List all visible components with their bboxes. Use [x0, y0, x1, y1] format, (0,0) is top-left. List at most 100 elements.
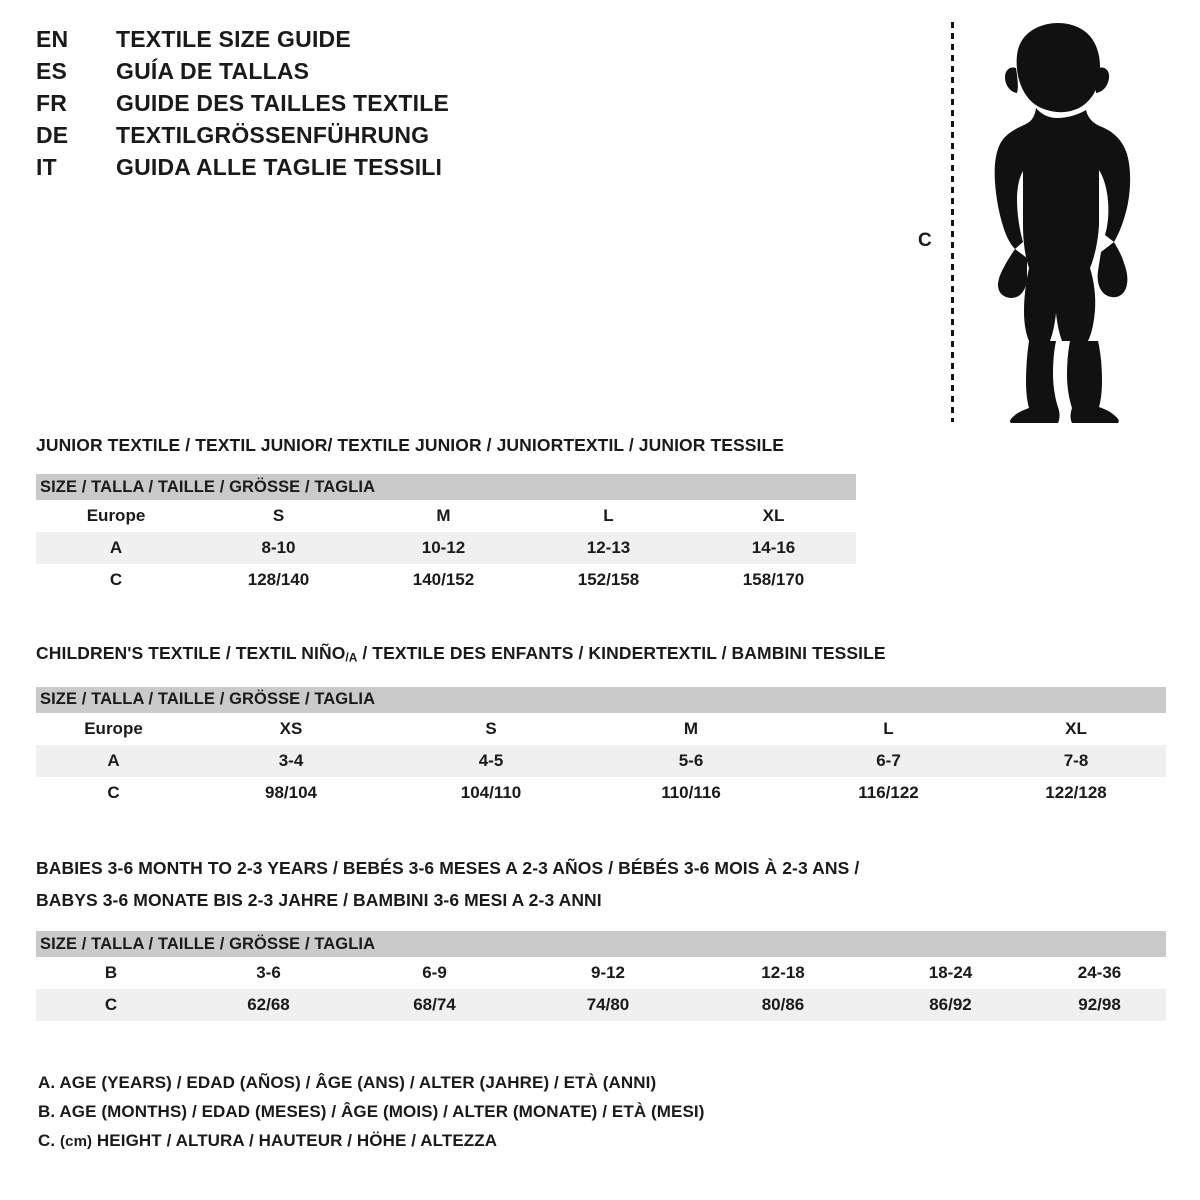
- babies-row-c-value-5: 86/92: [868, 989, 1033, 1021]
- children-size-table: SIZE / TALLA / TAILLE / GRÖSSE / TAGLIA …: [36, 686, 1167, 809]
- babies-row-c-value-4: 80/86: [698, 989, 868, 1021]
- junior-row-a-value-xl: 14-16: [691, 532, 857, 564]
- legend-line-c: C. (cm) HEIGHT / ALTURA / HAUTEUR / HÖHE…: [38, 1126, 705, 1156]
- children-row-c-value-l: 116/122: [791, 776, 986, 809]
- legend-line-b: B. AGE (MONTHS) / EDAD (MESES) / ÂGE (MO…: [38, 1102, 705, 1121]
- junior-size-s: S: [196, 500, 361, 532]
- babies-row-b-label: B: [36, 957, 186, 989]
- babies-row-b-value-4: 12-18: [698, 957, 868, 989]
- babies-row-c-label: C: [36, 989, 186, 1021]
- language-code-de: DE: [36, 122, 69, 148]
- language-row-de: DE TEXTILGRÖSSENFÜHRUNG: [36, 122, 596, 154]
- babies-row-b-value-3: 9-12: [518, 957, 698, 989]
- children-row-a-value-xs: 3-4: [191, 744, 391, 777]
- legend-line-c-pre: C.: [38, 1131, 61, 1150]
- children-row-c-value-s: 104/110: [391, 776, 591, 809]
- section-title-junior: JUNIOR TEXTILE / TEXTIL JUNIOR/ TEXTILE …: [36, 435, 785, 455]
- children-size-s: S: [391, 712, 591, 745]
- children-region-label: Europe: [36, 712, 191, 745]
- legend-line-a: A. AGE (YEARS) / EDAD (AÑOS) / ÂGE (ANS)…: [38, 1073, 657, 1092]
- table-row: C 98/104 104/110 110/116 116/122 122/128: [36, 776, 1167, 809]
- guide-title-en: TEXTILE SIZE GUIDE: [116, 26, 351, 52]
- language-code-es: ES: [36, 58, 68, 84]
- section-title-children-pre: CHILDREN'S TEXTILE / TEXTIL NIÑO: [36, 643, 346, 663]
- babies-size-table: SIZE / TALLA / TAILLE / GRÖSSE / TAGLIA …: [36, 931, 1167, 1021]
- height-measure-label-c: C: [918, 230, 932, 251]
- guide-title-de: TEXTILGRÖSSENFÜHRUNG: [116, 122, 430, 148]
- children-table-band: SIZE / TALLA / TAILLE / GRÖSSE / TAGLIA: [36, 686, 1167, 713]
- children-size-m: M: [591, 712, 791, 745]
- children-row-a-value-m: 5-6: [591, 744, 791, 777]
- section-title-children-sub: /A: [345, 650, 358, 665]
- children-row-c-label: C: [36, 776, 191, 809]
- junior-row-a-value-l: 12-13: [526, 532, 691, 564]
- babies-table-band: SIZE / TALLA / TAILLE / GRÖSSE / TAGLIA: [36, 931, 1167, 957]
- guide-title-fr: GUIDE DES TAILLES TEXTILE: [116, 90, 449, 116]
- junior-size-l: L: [526, 500, 691, 532]
- children-row-c-value-m: 110/116: [591, 776, 791, 809]
- language-code-it: IT: [36, 154, 57, 180]
- junior-row-c-value-m: 140/152: [361, 564, 526, 596]
- children-row-c-value-xs: 98/104: [191, 776, 391, 809]
- children-row-c-value-xl: 122/128: [986, 776, 1167, 809]
- height-measure-dashed-line: [951, 22, 954, 422]
- guide-title-it: GUIDA ALLE TAGLIE TESSILI: [116, 154, 443, 180]
- junior-row-a-label: A: [36, 532, 196, 564]
- measurement-legend: A. AGE (YEARS) / EDAD (AÑOS) / ÂGE (ANS)…: [38, 1068, 705, 1156]
- language-row-it: IT GUIDA ALLE TAGLIE TESSILI: [36, 154, 596, 186]
- section-title-children-post: / TEXTILE DES ENFANTS / KINDERTEXTIL / B…: [357, 643, 886, 663]
- language-header-block: EN TEXTILE SIZE GUIDE ES GUÍA DE TALLAS …: [36, 26, 596, 186]
- table-row: B 3-6 6-9 9-12 12-18 18-24 24-36: [36, 957, 1167, 989]
- junior-size-m: M: [361, 500, 526, 532]
- babies-band-label: SIZE / TALLA / TAILLE / GRÖSSE / TAGLIA: [36, 931, 1167, 957]
- section-title-babies-line1: BABIES 3-6 MONTH TO 2-3 YEARS / BEBÉS 3-…: [36, 858, 860, 878]
- children-row-a-value-xl: 7-8: [986, 744, 1167, 777]
- language-row-fr: FR GUIDE DES TAILLES TEXTILE: [36, 90, 596, 122]
- junior-region-label: Europe: [36, 500, 196, 532]
- language-code-en: EN: [36, 26, 69, 52]
- babies-row-b-value-5: 18-24: [868, 957, 1033, 989]
- junior-size-table: SIZE / TALLA / TAILLE / GRÖSSE / TAGLIA …: [36, 474, 857, 596]
- junior-band-label: SIZE / TALLA / TAILLE / GRÖSSE / TAGLIA: [36, 474, 857, 500]
- toddler-silhouette-icon: [962, 20, 1148, 424]
- babies-row-b-value-1: 3-6: [186, 957, 351, 989]
- junior-size-xl: XL: [691, 500, 857, 532]
- babies-row-c-value-2: 68/74: [351, 989, 518, 1021]
- legend-line-c-unit: (cm): [60, 1133, 93, 1150]
- section-babies-textile: BABIES 3-6 MONTH TO 2-3 YEARS / BEBÉS 3-…: [36, 855, 1167, 1021]
- babies-row-c-value-1: 62/68: [186, 989, 351, 1021]
- children-row-a-value-l: 6-7: [791, 744, 986, 777]
- height-measure-figure: C: [900, 8, 1160, 428]
- junior-size-header-row: Europe S M L XL: [36, 500, 857, 532]
- children-size-l: L: [791, 712, 986, 745]
- table-row: A 8-10 10-12 12-13 14-16: [36, 532, 857, 564]
- section-childrens-textile: CHILDREN'S TEXTILE / TEXTIL NIÑO/A / TEX…: [36, 640, 1167, 809]
- junior-row-c-value-s: 128/140: [196, 564, 361, 596]
- babies-row-c-value-6: 92/98: [1033, 989, 1167, 1021]
- junior-row-c-value-xl: 158/170: [691, 564, 857, 596]
- junior-row-a-value-m: 10-12: [361, 532, 526, 564]
- children-row-a-value-s: 4-5: [391, 744, 591, 777]
- language-row-es: ES GUÍA DE TALLAS: [36, 58, 596, 90]
- table-row: C 62/68 68/74 74/80 80/86 86/92 92/98: [36, 989, 1167, 1021]
- section-junior-textile: JUNIOR TEXTILE / TEXTIL JUNIOR/ TEXTILE …: [36, 432, 857, 596]
- guide-title-es: GUÍA DE TALLAS: [116, 58, 310, 84]
- table-row: A 3-4 4-5 5-6 6-7 7-8: [36, 744, 1167, 777]
- children-size-xl: XL: [986, 712, 1167, 745]
- children-row-a-label: A: [36, 744, 191, 777]
- children-band-label: SIZE / TALLA / TAILLE / GRÖSSE / TAGLIA: [36, 686, 1167, 713]
- junior-row-c-label: C: [36, 564, 196, 596]
- children-size-header-row: Europe XS S M L XL: [36, 712, 1167, 745]
- babies-row-b-value-6: 24-36: [1033, 957, 1167, 989]
- section-title-babies-line2: BABYS 3-6 MONATE BIS 2-3 JAHRE / BAMBINI…: [36, 890, 602, 910]
- junior-row-c-value-l: 152/158: [526, 564, 691, 596]
- section-title-children: CHILDREN'S TEXTILE / TEXTIL NIÑO/A / TEX…: [36, 640, 1166, 672]
- babies-row-b-value-2: 6-9: [351, 957, 518, 989]
- junior-table-band: SIZE / TALLA / TAILLE / GRÖSSE / TAGLIA: [36, 474, 857, 500]
- table-row: C 128/140 140/152 152/158 158/170: [36, 564, 857, 596]
- language-row-en: EN TEXTILE SIZE GUIDE: [36, 26, 596, 58]
- legend-line-c-post: HEIGHT / ALTURA / HAUTEUR / HÖHE / ALTEZ…: [92, 1131, 498, 1150]
- children-size-xs: XS: [191, 712, 391, 745]
- junior-row-a-value-s: 8-10: [196, 532, 361, 564]
- language-code-fr: FR: [36, 90, 68, 116]
